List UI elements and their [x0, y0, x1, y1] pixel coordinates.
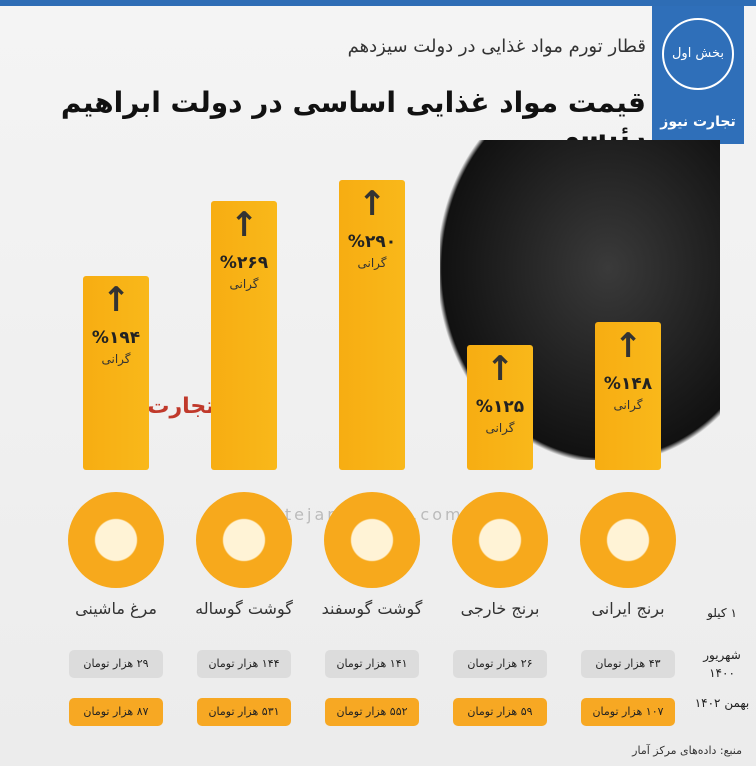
row-label: شهریور ۱۴۰۰ — [703, 648, 741, 680]
logo: تجارت نیوز — [660, 114, 736, 130]
price-cell: ۱۴۱ هزار تومان — [325, 650, 419, 678]
price-cell: ۵۵۲ هزار تومان — [325, 698, 419, 726]
food-circle — [580, 492, 676, 588]
category-label: برنج خارجی — [460, 599, 540, 618]
price-cell: ۱۰۷ هزار تومان — [581, 698, 675, 726]
value-label: %۱۲۵ — [475, 397, 525, 417]
price-cell: ۵۳۱ هزار تومان — [197, 698, 291, 726]
arrow-icon: ↑ — [229, 205, 259, 245]
badge: بخش اول — [662, 18, 734, 90]
value-note: گرانی — [229, 277, 259, 291]
title: قیمت مواد غذایی اساسی در دولت ابراهیم رئ… — [60, 86, 646, 152]
arrow-icon: ↑ — [101, 280, 131, 320]
food-circle — [452, 492, 548, 588]
top-strip — [0, 0, 756, 6]
value-label: %۱۹۴ — [91, 328, 141, 348]
value-note: گرانی — [357, 256, 387, 270]
value-note: گرانی — [613, 398, 643, 412]
value-note: گرانی — [101, 352, 131, 366]
category-label: برنج ایرانی — [591, 599, 665, 618]
value-note: گرانی — [485, 421, 515, 435]
category-label: گوشت گوساله — [195, 599, 293, 618]
value-label: %۱۴۸ — [603, 374, 653, 394]
value-label: %۲۹۰ — [347, 232, 397, 252]
category-label: مرغ ماشینی — [75, 599, 157, 618]
badge-box: بخش اول تجارت نیوز — [652, 6, 744, 144]
subtitle: قطار تورم مواد غذایی در دولت سیزدهم — [347, 36, 646, 57]
food-circle — [196, 492, 292, 588]
bar: ↑ %۲۹۰ گرانی — [339, 180, 405, 470]
arrow-icon: ↑ — [485, 349, 515, 389]
price-cell: ۸۷ هزار تومان — [69, 698, 163, 726]
price-cell: ۲۹ هزار تومان — [69, 650, 163, 678]
bar: ↑ %۱۴۸ گرانی — [595, 322, 661, 470]
food-circle — [68, 492, 164, 588]
food-circle — [324, 492, 420, 588]
price-cell: ۴۳ هزار تومان — [581, 650, 675, 678]
value-label: %۲۶۹ — [219, 253, 269, 273]
category-label: گوشت گوسفند — [321, 599, 423, 618]
source: منبع: داده‌های مرکز آمار — [632, 744, 742, 757]
arrow-icon: ↑ — [613, 326, 643, 366]
price-cell: ۲۶ هزار تومان — [453, 650, 547, 678]
bar: ↑ %۲۶۹ گرانی — [211, 201, 277, 470]
bar: ↑ %۱۹۴ گرانی — [83, 276, 149, 470]
bar: ↑ %۱۲۵ گرانی — [467, 345, 533, 470]
row-label: بهمن ۱۴۰۲ — [694, 696, 750, 710]
price-cell: ۵۹ هزار تومان — [453, 698, 547, 726]
price-cell: ۱۴۴ هزار تومان — [197, 650, 291, 678]
arrow-icon: ↑ — [357, 184, 387, 224]
row-header: ۱ کیلو — [707, 606, 737, 620]
